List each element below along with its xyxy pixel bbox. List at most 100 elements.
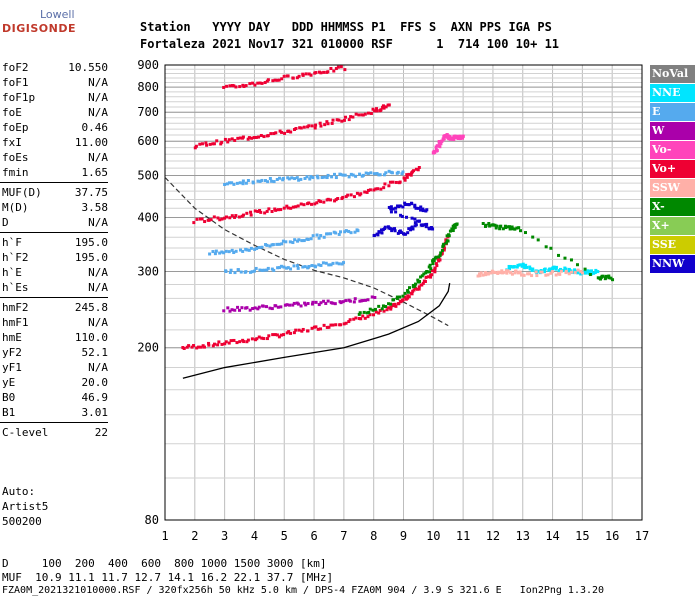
trace-point [354, 112, 358, 116]
trace-point [366, 315, 370, 319]
trace-point [377, 230, 381, 234]
trace-point [212, 142, 216, 146]
trace-point [239, 270, 243, 274]
trace-point [306, 302, 310, 306]
param-name: C-level [2, 426, 49, 439]
trace-point [588, 273, 592, 277]
trace-point [262, 268, 266, 272]
trace-point [381, 304, 385, 308]
trace-point [430, 269, 434, 273]
trace-point [386, 306, 390, 310]
trace-point [316, 327, 320, 331]
trace-point [407, 295, 411, 299]
trace-point [307, 124, 311, 128]
trace-point [286, 176, 290, 180]
trace-point [362, 310, 366, 314]
trace-point [524, 263, 528, 267]
trace-point [295, 76, 299, 80]
trace-point [217, 340, 221, 344]
trace-point [220, 250, 224, 254]
trace-point [297, 178, 301, 182]
trace-point [253, 247, 257, 251]
trace-point [339, 230, 343, 234]
trace-point [182, 346, 186, 350]
y-tick-label: 80 [145, 513, 159, 527]
trace-point [437, 257, 441, 261]
trace-point [370, 295, 374, 299]
legend-item: Vo+ [650, 160, 695, 178]
trace-3rd-hop [193, 103, 391, 150]
trace-point [393, 229, 397, 233]
y-tick-label: 900 [137, 58, 159, 72]
trace-point [387, 103, 391, 107]
trace-point [384, 171, 388, 175]
trace-point [409, 201, 413, 205]
trace-point [364, 171, 368, 175]
trace-point [554, 273, 558, 277]
trace-point [375, 172, 379, 176]
trace-point [535, 274, 539, 278]
trace-point [433, 266, 437, 270]
trace-point [476, 274, 480, 278]
trace-point [289, 267, 293, 271]
trace-point [298, 126, 302, 130]
param-value: 3.58 [81, 201, 109, 214]
trace-point [430, 273, 434, 277]
trace-point [268, 244, 272, 248]
trace-point [407, 227, 411, 231]
param-row: B1 3.01 [0, 405, 108, 420]
trace-point [349, 172, 353, 176]
trace-point [244, 84, 248, 88]
trace-point [223, 342, 227, 346]
trace-point [222, 85, 226, 89]
trace-point [230, 214, 234, 218]
trace-point [494, 226, 498, 230]
param-name: fmin [2, 166, 29, 179]
trace-point [310, 326, 314, 330]
footer-muf-row: MUF 10.9 11.1 11.7 12.7 14.1 16.2 22.1 3… [2, 571, 334, 584]
trace-point [377, 311, 381, 315]
trace-point [366, 111, 370, 115]
brand-lowell: Lowell [40, 8, 75, 21]
trace-point [424, 225, 428, 229]
trace-point [239, 248, 243, 252]
ionogram-chart: 1 2 3 4 5 6 7 8 9 10 11 12 13 14 15 16 17802003004005006… [137, 58, 649, 543]
trace-point [253, 83, 257, 87]
trace-point [388, 227, 392, 231]
trace-point [486, 272, 490, 276]
trace-point [341, 300, 345, 304]
trace-point [401, 170, 405, 174]
trace-point [216, 216, 220, 220]
trace-point [421, 207, 425, 211]
param-row: fxI 11.00 [0, 135, 108, 150]
trace-point [534, 270, 538, 274]
trace-point [293, 238, 297, 242]
trace-point [405, 175, 409, 179]
param-value: N/A [88, 361, 108, 374]
trace-point [372, 188, 376, 192]
trace-point [405, 215, 409, 219]
trace-point [432, 259, 436, 263]
param-value: N/A [88, 106, 108, 119]
trace-point [263, 179, 267, 183]
trace-point [601, 274, 605, 278]
trace-point [388, 180, 392, 184]
trace-point [433, 270, 437, 274]
trace-point [299, 177, 303, 181]
trace-point [256, 307, 260, 311]
trace-point [322, 70, 326, 74]
trace-point [396, 170, 400, 174]
trace-point [419, 283, 423, 287]
trace-point [438, 253, 442, 257]
trace-point [329, 232, 333, 236]
trace-point [506, 225, 510, 229]
trace-point [293, 177, 297, 181]
trace-point [274, 131, 278, 135]
trace-point [505, 271, 509, 275]
trace-point [336, 65, 340, 69]
trace-point [416, 168, 420, 172]
trace-point [375, 109, 379, 113]
trace-point [543, 267, 547, 271]
trace-point [491, 223, 495, 227]
trace-point [344, 321, 348, 325]
